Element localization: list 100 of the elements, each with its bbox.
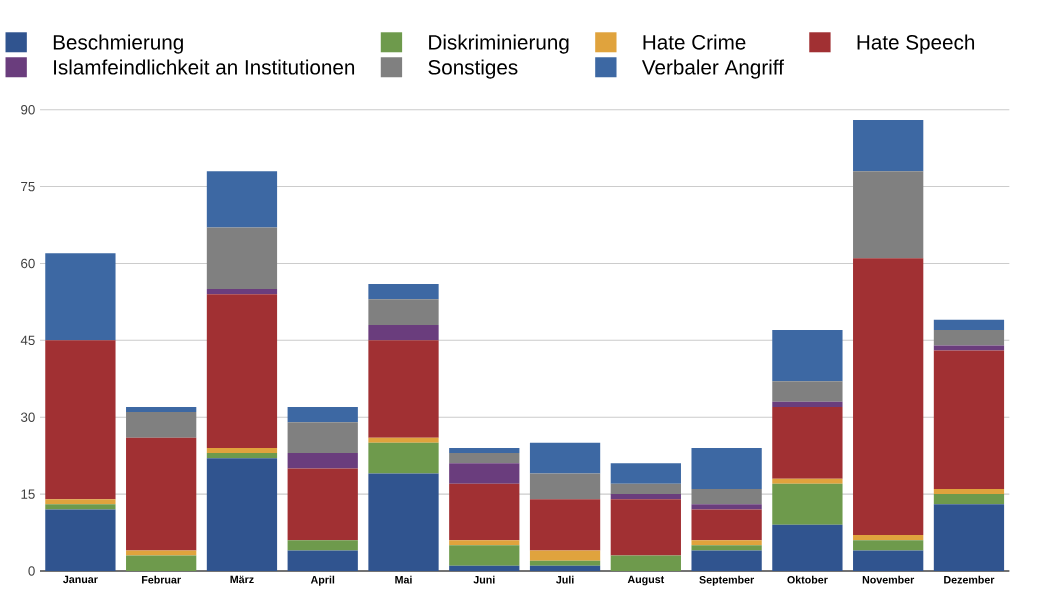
legend-label: Hate Speech [857,34,975,54]
legend-label: Diskriminierung [429,34,569,54]
bar [691,550,762,571]
bar [853,540,924,551]
bar [772,406,843,479]
bar [45,499,116,505]
bar [933,345,1005,351]
bar [853,171,924,259]
y-tick-label: 90 [21,104,35,115]
bar [610,463,681,484]
bar [529,442,601,474]
bar [287,406,358,423]
bar [449,565,520,571]
bar [45,340,116,500]
bar [206,458,278,571]
bar [368,299,439,325]
bar [772,330,843,382]
bar [772,478,843,484]
bar [691,545,762,551]
bar [206,171,278,228]
bar [529,550,601,561]
legend-label: Sonstiges [428,59,518,79]
bar [45,253,116,341]
y-tick-label: 45 [20,335,35,345]
bar [287,540,358,551]
bar [287,468,358,541]
bar [449,463,520,484]
x-tick-label: September [699,575,755,586]
legend-label: Verbaler Angriff [641,59,784,79]
bar [933,504,1005,571]
bar [853,535,924,541]
bar [772,524,843,571]
bar [691,447,762,489]
bar [126,550,197,556]
x-tick-label: August [627,575,665,586]
bar [449,453,520,464]
bar [772,401,843,407]
bar [691,509,762,541]
bar [368,283,439,300]
bar [368,324,439,341]
y-tick-label: 15 [21,489,35,499]
legend-label: Hate Crime [643,34,746,50]
bar [529,565,601,571]
bar [206,227,278,290]
bar [126,412,197,438]
bar [610,499,681,556]
x-tick-label: November [862,575,915,584]
x-tick-label: Februar [142,575,181,584]
bar [206,294,278,448]
bar [933,350,1005,489]
bar [772,381,843,402]
bar [126,555,197,571]
legend-label: Beschmierung [53,34,183,54]
bar [368,473,439,571]
y-tick-label: 0 [28,566,35,576]
bar [287,550,358,571]
bar [45,504,116,510]
x-tick-label: April [310,575,335,586]
bar [206,289,278,295]
x-tick-label: Mai [395,575,412,584]
x-tick-label: Juni [473,575,495,584]
bar [933,319,1005,331]
bar [449,447,520,454]
bar [610,494,681,500]
bar [691,540,762,546]
bar [206,453,278,459]
y-tick-label: 30 [20,412,35,422]
bar [933,488,1005,495]
bar [610,483,681,495]
legend-label: Islamfeindlichkeit an Institutionen [54,59,355,75]
bar [126,437,197,551]
bar [853,550,924,571]
bar [529,473,601,500]
bar [529,499,601,551]
bar [691,504,762,510]
bar [206,447,278,454]
x-tick-label: Dezember [944,575,995,584]
y-tick-label: 75 [21,181,35,192]
bar [853,258,924,536]
bar [449,540,520,546]
bar [529,560,601,566]
bar [853,119,924,172]
bar [933,330,1005,346]
bar [287,422,358,454]
x-tick-label: März [230,575,254,584]
x-tick-label: Juli [556,575,574,584]
bar [449,483,520,541]
bar [368,437,439,443]
bar [610,555,681,571]
bar [368,340,439,438]
bar [368,442,439,474]
bar [933,494,1005,505]
bar [772,483,843,525]
bar [45,509,116,571]
x-tick-label: Januar [63,575,98,584]
bar [691,488,762,505]
bar [126,406,197,413]
bar [449,545,520,566]
bar [287,453,358,469]
x-tick-label: Oktober [787,575,828,584]
